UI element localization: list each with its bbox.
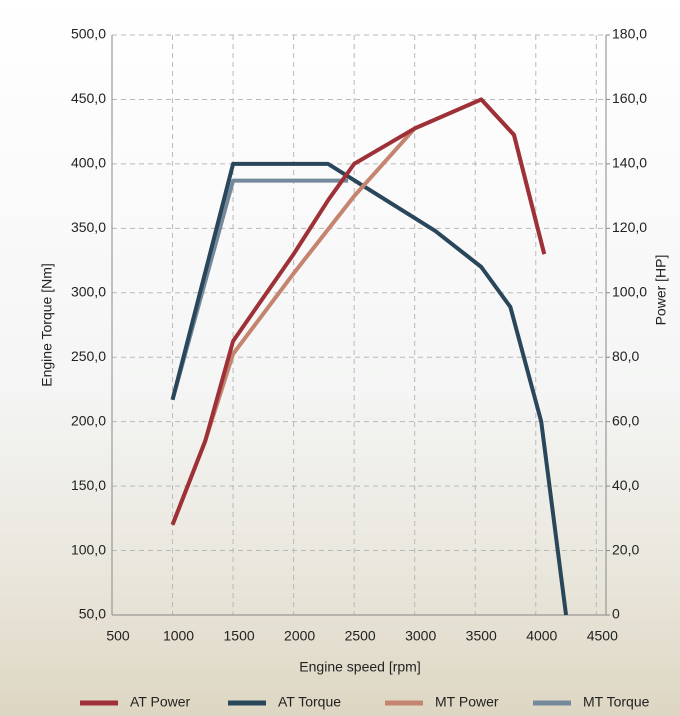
y2-tick-label: 140,0	[612, 155, 647, 171]
x-axis-label: Engine speed [rpm]	[299, 659, 420, 675]
y2-tick-label: 20,0	[612, 541, 639, 557]
series-line	[170, 161, 569, 616]
y-axis-label: Engine Torque [Nm]	[39, 263, 55, 386]
series-line	[170, 97, 547, 526]
y-tick-label: 250,0	[71, 348, 106, 364]
y-tick-label: 450,0	[71, 90, 106, 106]
x-tick-label: 1500	[224, 628, 255, 644]
y2-tick-label: 0	[612, 606, 620, 622]
legend-label: AT Power	[130, 694, 191, 710]
y2-tick-label: 40,0	[612, 477, 639, 493]
x-tick-label: 4000	[526, 628, 557, 644]
y2-tick-label: 180,0	[612, 26, 647, 42]
x-tick-label: 500	[106, 628, 130, 644]
y2-tick-label: 100,0	[612, 283, 647, 299]
y2-tick-label: 160,0	[612, 90, 647, 106]
y2-tick-label: 60,0	[612, 412, 639, 428]
y2-axis-label: Power [HP]	[653, 255, 669, 326]
x-tick-label: 3500	[466, 628, 497, 644]
y-tick-label: 150,0	[71, 477, 106, 493]
y-tick-label: 50,0	[79, 606, 106, 622]
y-tick-label: 400,0	[71, 155, 106, 171]
x-tick-label: 2500	[345, 628, 376, 644]
y-tick-label: 300,0	[71, 283, 106, 299]
y2-tick-label: 120,0	[612, 219, 647, 235]
legend-label: MT Power	[435, 694, 499, 710]
y-tick-label: 200,0	[71, 412, 106, 428]
x-tick-label: 4500	[587, 628, 618, 644]
legend-label: MT Torque	[583, 694, 650, 710]
y-tick-label: 100,0	[71, 541, 106, 557]
y-tick-label: 500,0	[71, 26, 106, 42]
x-tick-label: 3000	[405, 628, 436, 644]
x-tick-label: 1000	[163, 628, 194, 644]
legend-label: AT Torque	[278, 694, 341, 710]
x-tick-label: 2000	[284, 628, 315, 644]
y-tick-label: 350,0	[71, 219, 106, 235]
y2-tick-label: 80,0	[612, 348, 639, 364]
